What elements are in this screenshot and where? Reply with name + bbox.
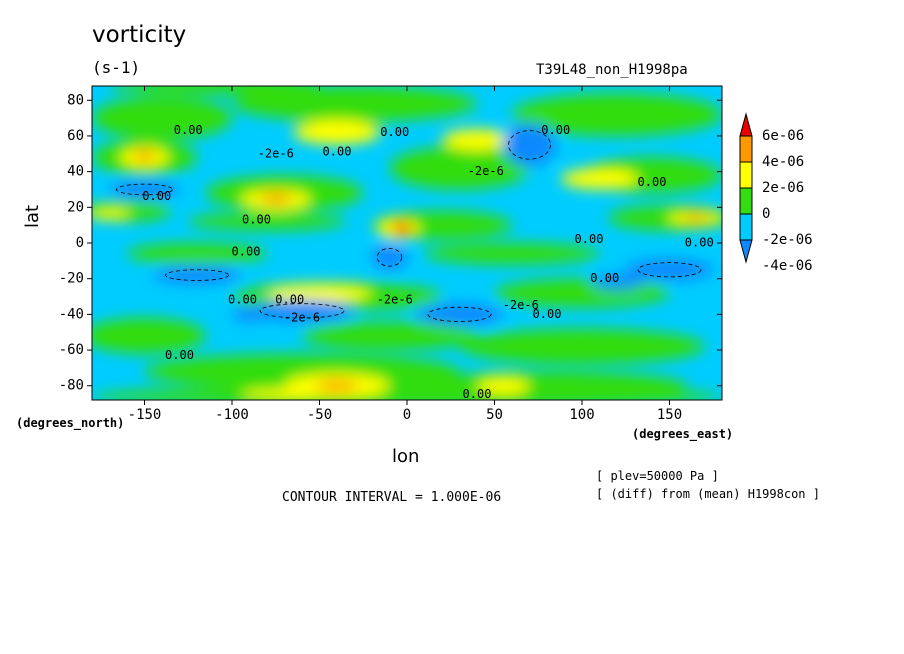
field-patch [109, 86, 320, 95]
field-patch [232, 307, 267, 322]
contour-label: -2e-6 [503, 298, 539, 312]
colorbar-label: -4e-06 [762, 258, 813, 274]
contour-label: -2e-6 [284, 310, 320, 324]
negative-contour [116, 183, 173, 196]
plot-area: 0.00 0.00 0.00-2e-6 0.00-2e-60.000.000.000.… [59, 85, 723, 423]
contour-label: 0.00 [575, 232, 604, 246]
contour-labels: 0.00 0.00 0.00-2e-6 0.00-2e-60.000.000.000.… [142, 123, 713, 401]
field-patch [127, 243, 267, 265]
field-patch [442, 128, 512, 151]
field-patch [240, 389, 329, 400]
field-patch [134, 150, 155, 161]
x-tick-label: -50 [307, 407, 332, 423]
field-patch [477, 376, 530, 395]
colorbar-segment [739, 187, 753, 215]
chart-units: (s-1) [92, 58, 141, 77]
field-patch [260, 193, 292, 204]
chart-title: vorticity [92, 22, 187, 48]
colorbar-max-arrow [739, 112, 753, 137]
field-patch [92, 317, 206, 354]
field-patch [561, 168, 638, 190]
negative-contour [427, 306, 492, 322]
field-patch [396, 223, 407, 235]
colorbar-segment [739, 135, 753, 163]
field-patch [92, 209, 131, 220]
colorbar-label: 0 [762, 206, 770, 222]
colorbar-label: -2e-06 [762, 232, 813, 248]
field-patch [92, 96, 232, 140]
colorbar-segment [739, 161, 753, 189]
colorbar-segment [739, 213, 753, 241]
field-patch [188, 212, 346, 231]
field-patch [316, 380, 358, 392]
contour-label: 0.00 [380, 125, 409, 139]
pressure-level: [ plev=50000 Pa ] [596, 469, 719, 483]
x-tick-label: -100 [215, 407, 249, 423]
negative-contour [637, 262, 702, 278]
contour-label: 0.00 [541, 123, 570, 137]
contour-label: 0.00 [275, 293, 304, 307]
x-axis-ticks: -150 -100 -50 0 50 100 150 [128, 86, 682, 423]
negative-contour [259, 303, 345, 319]
x-axis-units: (degrees_east) [632, 427, 734, 441]
y-tick-label: 60 [67, 128, 84, 144]
y-tick-label: 80 [67, 92, 84, 108]
run-name: T39L48_non_H1998pa [536, 62, 688, 78]
field-patch [389, 146, 530, 190]
contour-label: 0.00 [533, 307, 562, 321]
x-tick-label: 100 [569, 407, 594, 423]
difference-note: [ (diff) from (mean) H1998con ] [596, 487, 820, 501]
x-tick-label: 50 [486, 407, 503, 423]
x-tick-label: 0 [403, 407, 411, 423]
negative-contour [165, 269, 229, 281]
contour-label: 0.00 [174, 123, 203, 137]
contour-label: 0.00 [685, 236, 714, 250]
contour-interval: CONTOUR INTERVAL = 1.000E-06 [282, 490, 502, 505]
y-tick-label: 0 [76, 235, 84, 251]
colorbar: 6e-06 4e-06 2e-06 0 -2e-06 -4e-06 [739, 112, 813, 274]
y-tick-label: -60 [59, 342, 84, 358]
y-tick-label: -80 [59, 378, 84, 394]
colorbar-label: 2e-06 [762, 180, 804, 196]
contour-label: 0.00 [165, 348, 194, 362]
contour-label: -2e-6 [377, 293, 413, 307]
field-patch [267, 284, 372, 302]
field-patch [512, 93, 722, 136]
field-patch [302, 321, 477, 351]
contour-label: 0.00 [590, 271, 619, 285]
field-patch [459, 328, 705, 365]
negative-contours [116, 130, 702, 322]
contour-label: 0.00 [242, 212, 271, 226]
y-tick-label: 40 [67, 164, 84, 180]
colorbar-label: 6e-06 [762, 128, 804, 144]
y-tick-label: -40 [59, 306, 84, 322]
contour-label: -2e-6 [468, 164, 504, 178]
y-tick-label: 20 [67, 199, 84, 215]
x-tick-label: 150 [657, 407, 682, 423]
negative-contour [508, 130, 551, 160]
contour-label: 0.00 [323, 145, 352, 159]
colorbar-label: 4e-06 [762, 154, 804, 170]
contour-label: 0.00 [142, 189, 171, 203]
field-patch [293, 119, 381, 145]
y-axis-ticks: -80 -60 -40 -20 0 20 40 60 80 [59, 92, 722, 394]
field-patch [232, 86, 477, 122]
colorbar-min-arrow [739, 239, 753, 264]
contour-label: 0.00 [638, 175, 667, 189]
contour-label: 0.00 [232, 244, 261, 258]
field-patch [424, 243, 600, 265]
field-patch [681, 214, 710, 222]
y-axis-units: (degrees_north) [16, 416, 125, 430]
contour-label: 0.00 [228, 293, 257, 307]
y-tick-label: -20 [59, 271, 84, 287]
negative-contour [376, 247, 403, 267]
x-axis-label: lon [392, 446, 420, 467]
contour-label: 0.00 [463, 387, 492, 401]
field-patch [590, 275, 644, 290]
x-tick-label: -150 [128, 407, 162, 423]
contour-label: -2e-6 [258, 146, 294, 160]
field-patch [153, 266, 241, 285]
y-axis-label: lat [22, 204, 43, 228]
